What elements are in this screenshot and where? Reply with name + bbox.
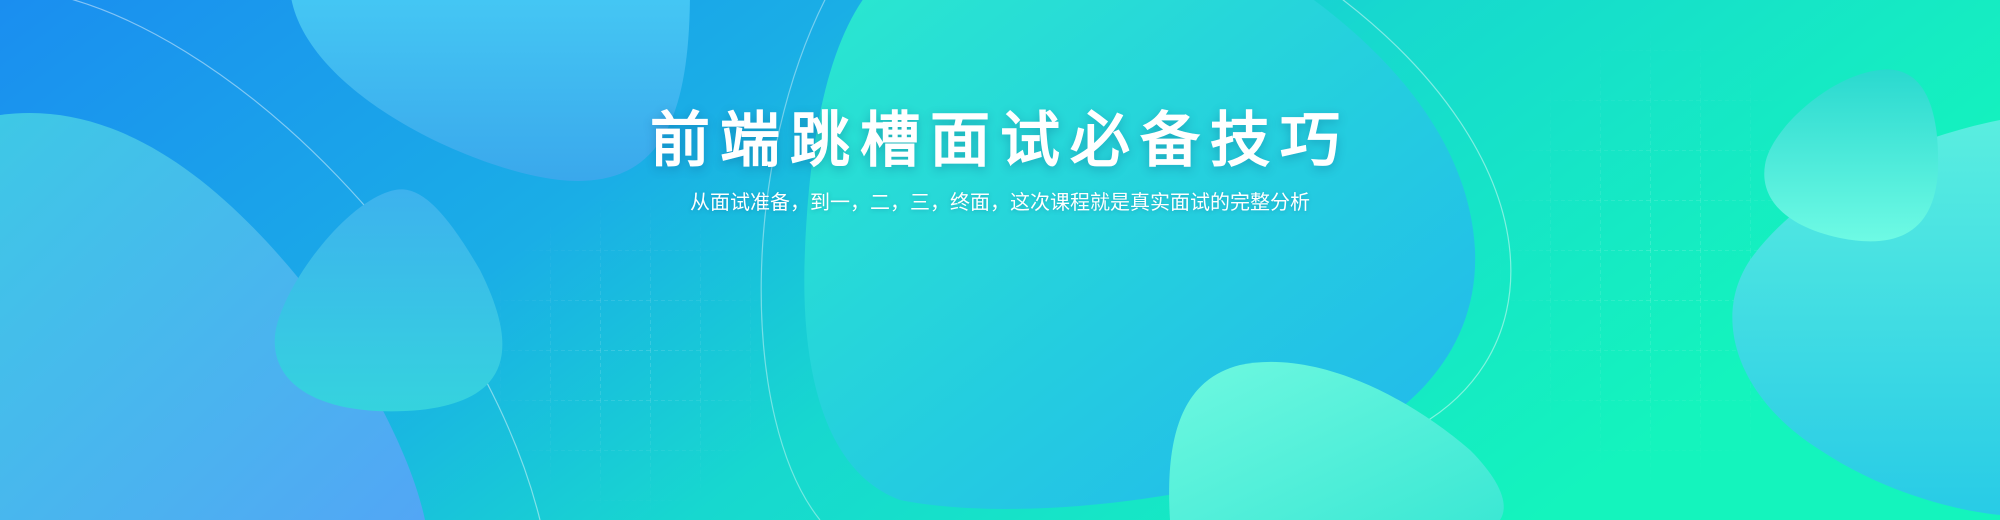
blob-top bbox=[291, 0, 690, 181]
arc-line-left bbox=[71, 0, 541, 520]
arc-line-right bbox=[1341, 0, 1512, 441]
arc-line-center bbox=[760, 0, 826, 520]
grid-pattern-left bbox=[480, 190, 780, 520]
banner-subtitle: 从面试准备，到一，二，三，终面，这次课程就是真实面试的完整分析 bbox=[690, 190, 1310, 214]
blob-triangle-left bbox=[274, 189, 503, 412]
banner-title: 前端跳槽面试必备技巧 bbox=[650, 106, 1350, 176]
blob-bottom bbox=[1169, 361, 1504, 520]
blob-left bbox=[0, 112, 425, 520]
blob-right-small bbox=[1764, 69, 1939, 242]
